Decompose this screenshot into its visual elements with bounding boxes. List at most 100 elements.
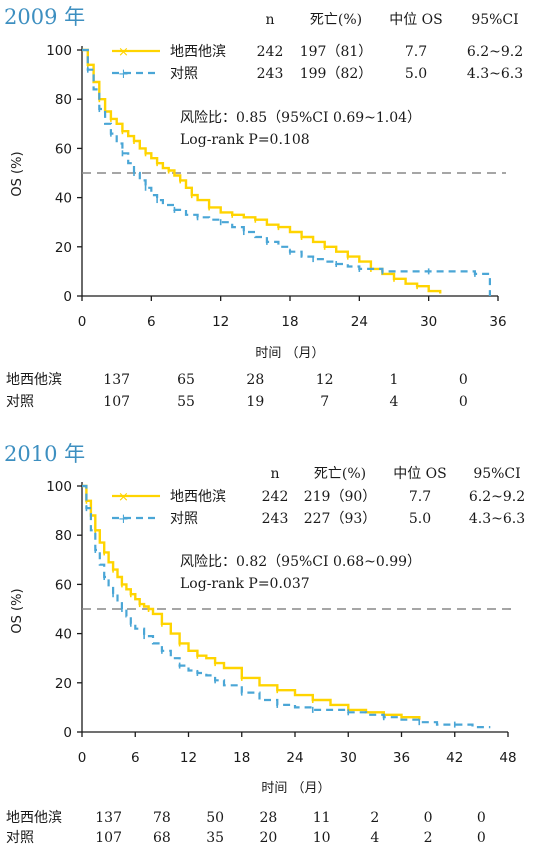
legend-label-control: 对照 [170, 66, 198, 82]
risk-value: 4 [390, 394, 399, 410]
cell-median: 7.7 [409, 489, 431, 505]
x-tick-label: 18 [281, 314, 298, 330]
y-tick-label: 100 [46, 479, 72, 495]
risk-value: 55 [177, 394, 195, 410]
hazard-ratio-text: 风险比：0.82（95%CI 0.68~0.99） [180, 554, 421, 570]
x-axis-label: 时间 （月） [255, 346, 324, 361]
y-tick-label: 60 [55, 141, 72, 157]
y-tick-label: 40 [55, 191, 72, 207]
risk-value: 19 [246, 394, 264, 410]
y-tick-label: 0 [63, 289, 72, 305]
x-tick-label: 42 [446, 750, 463, 766]
cell-median: 7.7 [405, 44, 427, 60]
panel-2009: 2009 年 n 死亡(%) 中位 OS 95%CI × 地西他滨 242 19… [4, 5, 523, 410]
panel-title: 2009 年 [4, 5, 85, 29]
y-tick-label: 20 [55, 240, 72, 256]
risk-row-label: 对照 [6, 394, 34, 410]
risk-value: 107 [95, 830, 122, 846]
legend-label-treat: 地西他滨 [170, 489, 226, 505]
risk-value: 11 [313, 810, 331, 826]
risk-value: 7 [320, 394, 329, 410]
x-tick-label: 12 [180, 750, 197, 766]
y-axis-label: OS (%) [10, 151, 25, 196]
x-tick-label: 48 [499, 750, 516, 766]
risk-table: 地西他滨 137 78 50 28 11 2 0 0对照 107 68 35 20 10 4 2 0 [6, 810, 486, 846]
risk-value: 20 [259, 830, 277, 846]
cell-n: 243 [262, 511, 289, 527]
risk-value: 78 [153, 810, 171, 826]
header-ci: 95%CI [473, 466, 520, 482]
x-tick-label: 24 [351, 314, 368, 330]
cell-deaths: 227（93） [304, 511, 377, 527]
y-tick-label: 60 [55, 577, 72, 593]
cell-n: 242 [262, 489, 289, 505]
x-tick-label: 6 [147, 314, 156, 330]
cell-ci: 4.3~6.3 [467, 66, 523, 82]
risk-value: 35 [206, 830, 224, 846]
risk-value: 4 [370, 830, 379, 846]
x-tick-label: 6 [131, 750, 140, 766]
risk-value: 137 [103, 372, 130, 388]
cell-n: 243 [257, 66, 284, 82]
x-tick-label: 0 [78, 314, 87, 330]
legend-marker-control: + [118, 512, 129, 527]
risk-value: 68 [153, 830, 171, 846]
survival-curve-treat [82, 48, 442, 294]
legend-marker-control: + [118, 67, 129, 82]
y-tick-label: 80 [55, 92, 72, 108]
risk-value: 0 [424, 810, 433, 826]
risk-value: 137 [95, 810, 122, 826]
survival-curve-treat [82, 484, 421, 720]
header-deaths: 死亡(%) [314, 466, 366, 482]
x-tick-label: 24 [286, 750, 303, 766]
header-ci: 95%CI [471, 12, 518, 28]
hazard-ratio-text: 风险比：0.85（95%CI 0.69~1.04） [180, 110, 421, 126]
y-tick-label: 40 [55, 627, 72, 643]
risk-value: 107 [103, 394, 130, 410]
header-n: n [265, 12, 274, 28]
x-tick-label: 30 [420, 314, 437, 330]
survival-curve-control [82, 48, 491, 296]
cell-median: 5.0 [405, 66, 427, 82]
risk-value: 2 [370, 810, 379, 826]
cell-median: 5.0 [409, 511, 431, 527]
risk-value: 2 [424, 830, 433, 846]
y-axis-label: OS (%) [10, 588, 25, 633]
x-tick-label: 30 [340, 750, 357, 766]
panel-title: 2010 年 [4, 442, 85, 466]
panel-2010: 2010 年 n 死亡(%) 中位 OS 95%CI × 地西他滨 242 21… [4, 442, 525, 846]
risk-value: 65 [177, 372, 195, 388]
cell-deaths: 219（90） [304, 489, 377, 505]
legend-label-treat: 地西他滨 [170, 44, 226, 60]
risk-row-label: 对照 [6, 830, 34, 846]
x-tick-label: 0 [78, 750, 87, 766]
y-tick-label: 80 [55, 528, 72, 544]
risk-value: 0 [459, 372, 468, 388]
logrank-text: Log-rank P=0.108 [180, 132, 310, 148]
plot-area: 0 20 40 60 80 100 0 6 12 18 24 30 36 [46, 43, 506, 330]
logrank-text: Log-rank P=0.037 [180, 576, 310, 592]
cell-ci: 6.2~9.2 [467, 44, 523, 60]
risk-row-label: 地西他滨 [6, 372, 62, 388]
y-tick-label: 100 [46, 43, 72, 59]
x-axis-label: 时间 （月） [261, 781, 330, 796]
y-tick-label: 20 [55, 676, 72, 692]
cell-deaths: 197（81） [300, 44, 373, 60]
risk-value: 0 [477, 830, 486, 846]
risk-value: 28 [246, 372, 264, 388]
cell-ci: 6.2~9.2 [469, 489, 525, 505]
x-tick-label: 18 [233, 750, 250, 766]
risk-value: 0 [459, 394, 468, 410]
risk-value: 50 [206, 810, 224, 826]
risk-value: 28 [259, 810, 277, 826]
risk-value: 12 [316, 372, 334, 388]
risk-value: 10 [313, 830, 331, 846]
header-median: 中位 OS [393, 466, 447, 482]
x-tick-label: 36 [489, 314, 506, 330]
legend-label-control: 对照 [170, 511, 198, 527]
plot-area: 0 20 40 60 80 100 0 6 12 18 24 30 36 42 48 [46, 479, 516, 766]
cell-ci: 4.3~6.3 [469, 511, 525, 527]
risk-table: 地西他滨 137 65 28 12 1 0 对照 107 55 19 7 4 0 [6, 372, 468, 410]
survival-curve-control [82, 484, 491, 729]
